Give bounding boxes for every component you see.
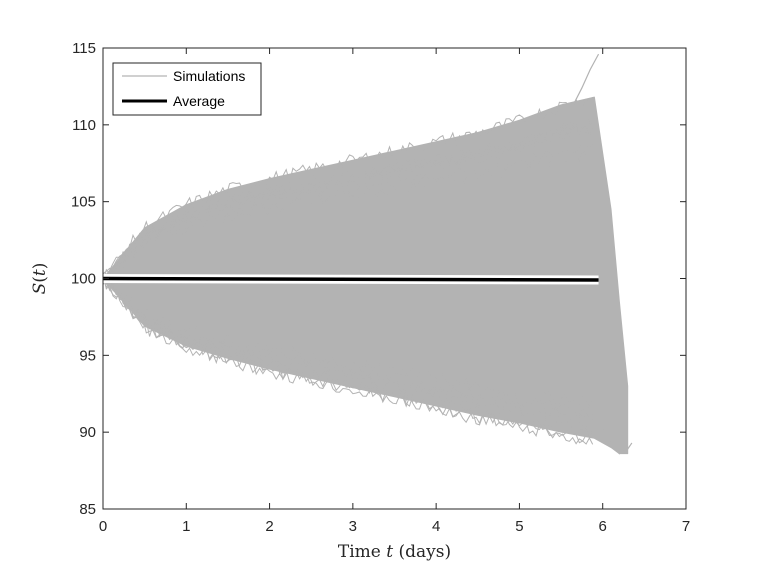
y-axis-label-variable: t	[30, 269, 50, 276]
simulation-path	[102, 276, 593, 429]
simulation-path	[102, 281, 594, 420]
x-axis-label-variable: t	[386, 542, 393, 562]
legend: Simulations Average	[112, 62, 262, 116]
y-tick-label: 115	[72, 40, 96, 57]
simulation-tail-path	[602, 428, 633, 455]
legend-label-simulations: Simulations	[173, 68, 245, 84]
x-tick-label: 6	[599, 518, 607, 535]
legend-box	[112, 62, 262, 116]
y-tick-label: 95	[79, 347, 96, 364]
x-axis-label-suffix: (days)	[393, 542, 451, 562]
average-line	[102, 276, 599, 282]
simulation-path	[102, 279, 594, 424]
simulation-path	[102, 122, 593, 282]
y-axis: 85 90 95 100 105 110 115	[71, 40, 686, 518]
y-axis-label-open-paren: (	[30, 276, 50, 283]
y-tick-label: 110	[72, 117, 96, 134]
legend-label-average: Average	[173, 93, 225, 109]
x-tick-label: 1	[182, 518, 190, 535]
simulation-path	[102, 274, 594, 410]
simulation-path	[102, 116, 594, 285]
x-axis-label: Time t (days)	[338, 542, 451, 562]
x-axis-label-prefix: Time	[338, 542, 386, 562]
y-tick-label: 105	[71, 194, 96, 211]
simulation-path	[102, 96, 594, 286]
y-axis-label-function: S	[30, 283, 50, 295]
x-tick-label: 0	[99, 518, 107, 535]
simulation-path	[102, 275, 594, 437]
simulation-outlier-path	[568, 53, 600, 113]
y-tick-label: 85	[79, 501, 96, 518]
x-tick-label: 5	[515, 518, 523, 535]
y-tick-label: 100	[71, 271, 96, 288]
x-tick-label: 2	[265, 518, 273, 535]
simulation-path	[102, 138, 594, 275]
y-axis-label: S(t)	[30, 263, 50, 295]
x-tick-label: 3	[349, 518, 357, 535]
plot-area	[102, 53, 633, 455]
x-axis: 0 1 2 3 4 5 6 7	[99, 48, 690, 535]
simulation-path	[102, 117, 594, 282]
y-tick-label: 90	[79, 424, 96, 441]
simulation-path	[102, 273, 593, 445]
y-axis-label-close-paren: )	[30, 263, 50, 270]
x-tick-label: 7	[682, 518, 690, 535]
x-tick-label: 4	[432, 518, 440, 535]
simulation-path	[102, 272, 594, 445]
simulation-path	[102, 147, 593, 278]
